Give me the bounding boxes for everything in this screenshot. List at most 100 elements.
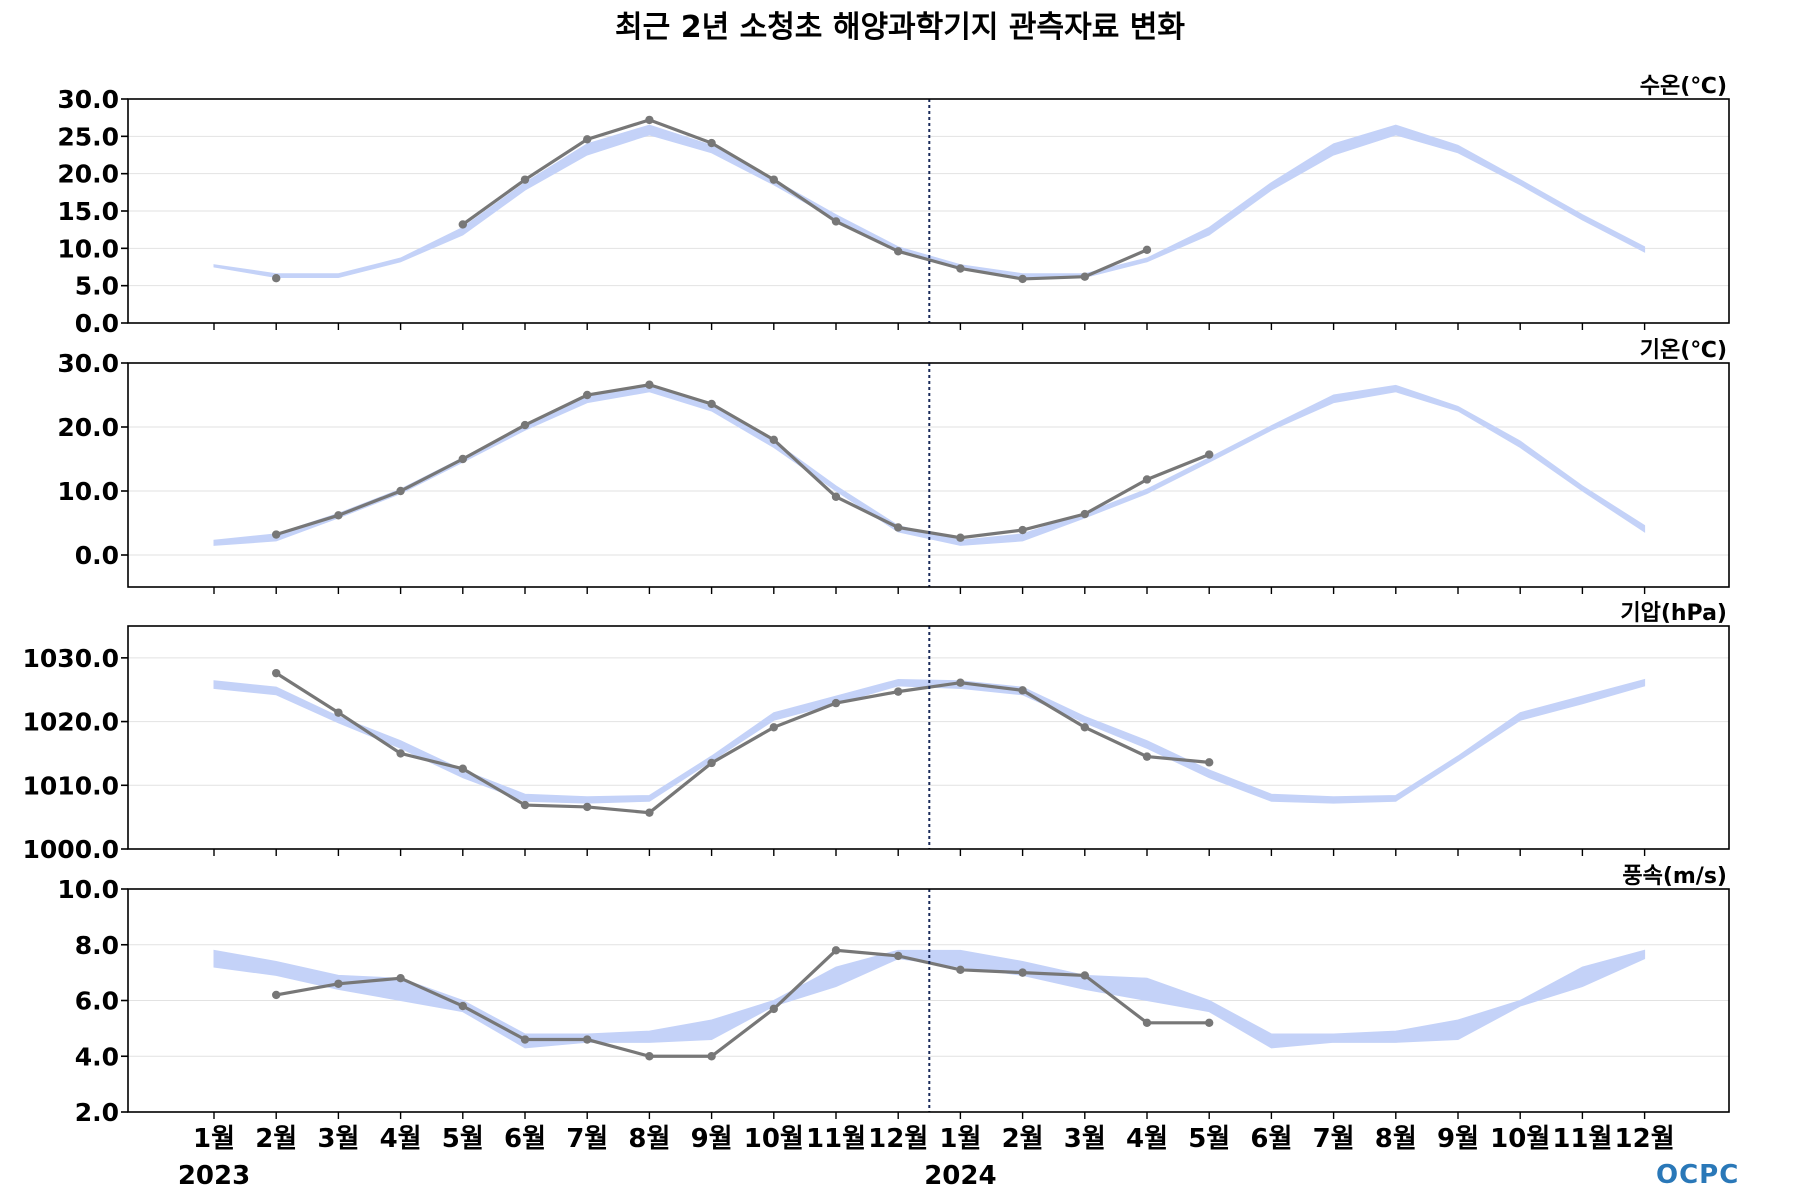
y-tick-label: 20.0 [57, 160, 119, 189]
y-tick-label: 30.0 [57, 85, 119, 114]
x-tick-label: 5월 [1188, 1124, 1230, 1154]
y-tick-label: 10.0 [57, 875, 119, 904]
x-tick-label: 12월 [1615, 1124, 1675, 1154]
panel-title: 기압(hPa) [1620, 601, 1727, 626]
x-tick-label: 7월 [566, 1124, 608, 1154]
observed-point [1018, 525, 1027, 535]
y-tick-label: 20.0 [57, 413, 119, 442]
observed-point [1080, 272, 1090, 281]
y-tick-label: 30.0 [57, 349, 119, 378]
observed-point [272, 530, 281, 539]
observed-point [458, 454, 467, 464]
observed-point [520, 175, 530, 184]
observed-series-line [275, 671, 1210, 815]
x-tick-label: 4월 [380, 1124, 422, 1154]
observed-point [272, 990, 281, 1000]
year-label: 2024 [924, 1161, 996, 1191]
observed-point [769, 175, 778, 184]
y-tick-label: 5.0 [75, 272, 119, 301]
x-tick-label: 11월 [1552, 1124, 1612, 1154]
observed-point [769, 435, 778, 444]
observed-series-line [275, 948, 1210, 1058]
observed-point [1205, 758, 1214, 767]
observed-point [458, 1001, 467, 1011]
observed-point [645, 115, 654, 125]
observed-point [645, 1052, 654, 1061]
panel-title: 수온(℃) [1640, 74, 1727, 99]
observed-point [583, 135, 592, 144]
observed-point [334, 511, 343, 520]
observed-point [458, 764, 467, 773]
observed-point [583, 802, 592, 812]
observed-point [1142, 1018, 1152, 1027]
x-tick-label: 8월 [1375, 1124, 1417, 1154]
x-tick-label: 12월 [868, 1124, 928, 1154]
x-tick-label: 2월 [1002, 1124, 1044, 1154]
observed-point [894, 951, 903, 961]
x-tick-label: 3월 [317, 1124, 359, 1154]
panel-water-temp: 0.0 5.0 10.0 15.0 20.0 25.0 30.0 수온(℃) [57, 74, 1730, 338]
observed-point [1080, 509, 1090, 519]
observed-point [1205, 1018, 1214, 1027]
observed-point [707, 1052, 716, 1061]
panel-wind-speed: 2.0 4.0 6.0 8.0 10.0 풍속(m/s) [57, 864, 1730, 1127]
x-tick-label: 10월 [1490, 1124, 1550, 1154]
x-tick-label: 6월 [1250, 1124, 1292, 1154]
y-tick-label: 8.0 [75, 931, 119, 960]
observed-point [334, 979, 343, 988]
observed-point [645, 808, 654, 817]
panel-air-temp: 0.0 10.0 20.0 30.0 기온(℃) [57, 338, 1730, 594]
y-tick-label: 15.0 [57, 197, 119, 226]
x-tick-label: 3월 [1064, 1124, 1106, 1154]
observed-point [1018, 274, 1027, 284]
x-tick-label: 4월 [1126, 1124, 1168, 1154]
x-tick-label: 7월 [1313, 1124, 1355, 1154]
y-tick-label: 0.0 [75, 309, 119, 338]
y-tick-label: 1020.0 [23, 708, 119, 737]
observed-point [458, 220, 467, 229]
observed-point [334, 708, 343, 717]
x-tick-label: 6월 [504, 1124, 546, 1154]
observed-point [769, 723, 778, 732]
observed-point [894, 523, 903, 532]
observed-point [520, 420, 530, 430]
y-tick-label: 4.0 [75, 1042, 119, 1071]
observed-point [956, 965, 965, 975]
panel-air-pressure: 1000.0 1010.0 1020.0 1030.0 기압(hPa) [23, 601, 1730, 864]
observed-series-line [275, 383, 1210, 540]
y-tick-label: 1010.0 [23, 771, 119, 800]
y-tick-label: 10.0 [57, 234, 119, 263]
panel-title: 기온(℃) [1640, 338, 1727, 363]
observed-point [707, 399, 716, 409]
observed-point [583, 390, 592, 400]
observed-point [769, 1004, 778, 1014]
y-tick-label: 25.0 [57, 122, 119, 151]
observed-point [583, 1035, 592, 1044]
panel-title: 풍속(m/s) [1622, 864, 1727, 889]
observed-point [831, 946, 841, 955]
y-tick-label: 0.0 [75, 541, 119, 570]
y-tick-label: 1030.0 [23, 644, 119, 673]
panel-frame [127, 625, 1730, 850]
observed-point [272, 668, 281, 678]
x-axis-labels: 1월 2월 3월 4월 5월 6월 7월 8월 9월 10월 11월 12월 1월 2월 3월 4월 5월 6월 7… [178, 1124, 1675, 1191]
observed-point [1142, 245, 1152, 255]
chart-title: 최근 2년 소청초 해양과학기지 관측자료 변화 [615, 10, 1185, 45]
normal-range-band [213, 949, 1646, 1049]
observed-point [1142, 752, 1152, 761]
observed-point [520, 800, 530, 810]
observed-point [645, 380, 654, 389]
x-tick-label: 10월 [744, 1124, 804, 1154]
y-tick-label: 2.0 [75, 1098, 119, 1127]
observed-point [396, 974, 405, 983]
x-tick-label: 9월 [1437, 1124, 1479, 1154]
x-tick-label: 11월 [806, 1124, 866, 1154]
x-tick-label: 1월 [939, 1124, 981, 1154]
y-tick-label: 6.0 [75, 987, 119, 1016]
observed-point [894, 687, 903, 696]
observed-point [831, 217, 841, 226]
observed-point [956, 533, 965, 542]
x-tick-label: 8월 [628, 1124, 670, 1154]
observed-point [956, 678, 965, 687]
